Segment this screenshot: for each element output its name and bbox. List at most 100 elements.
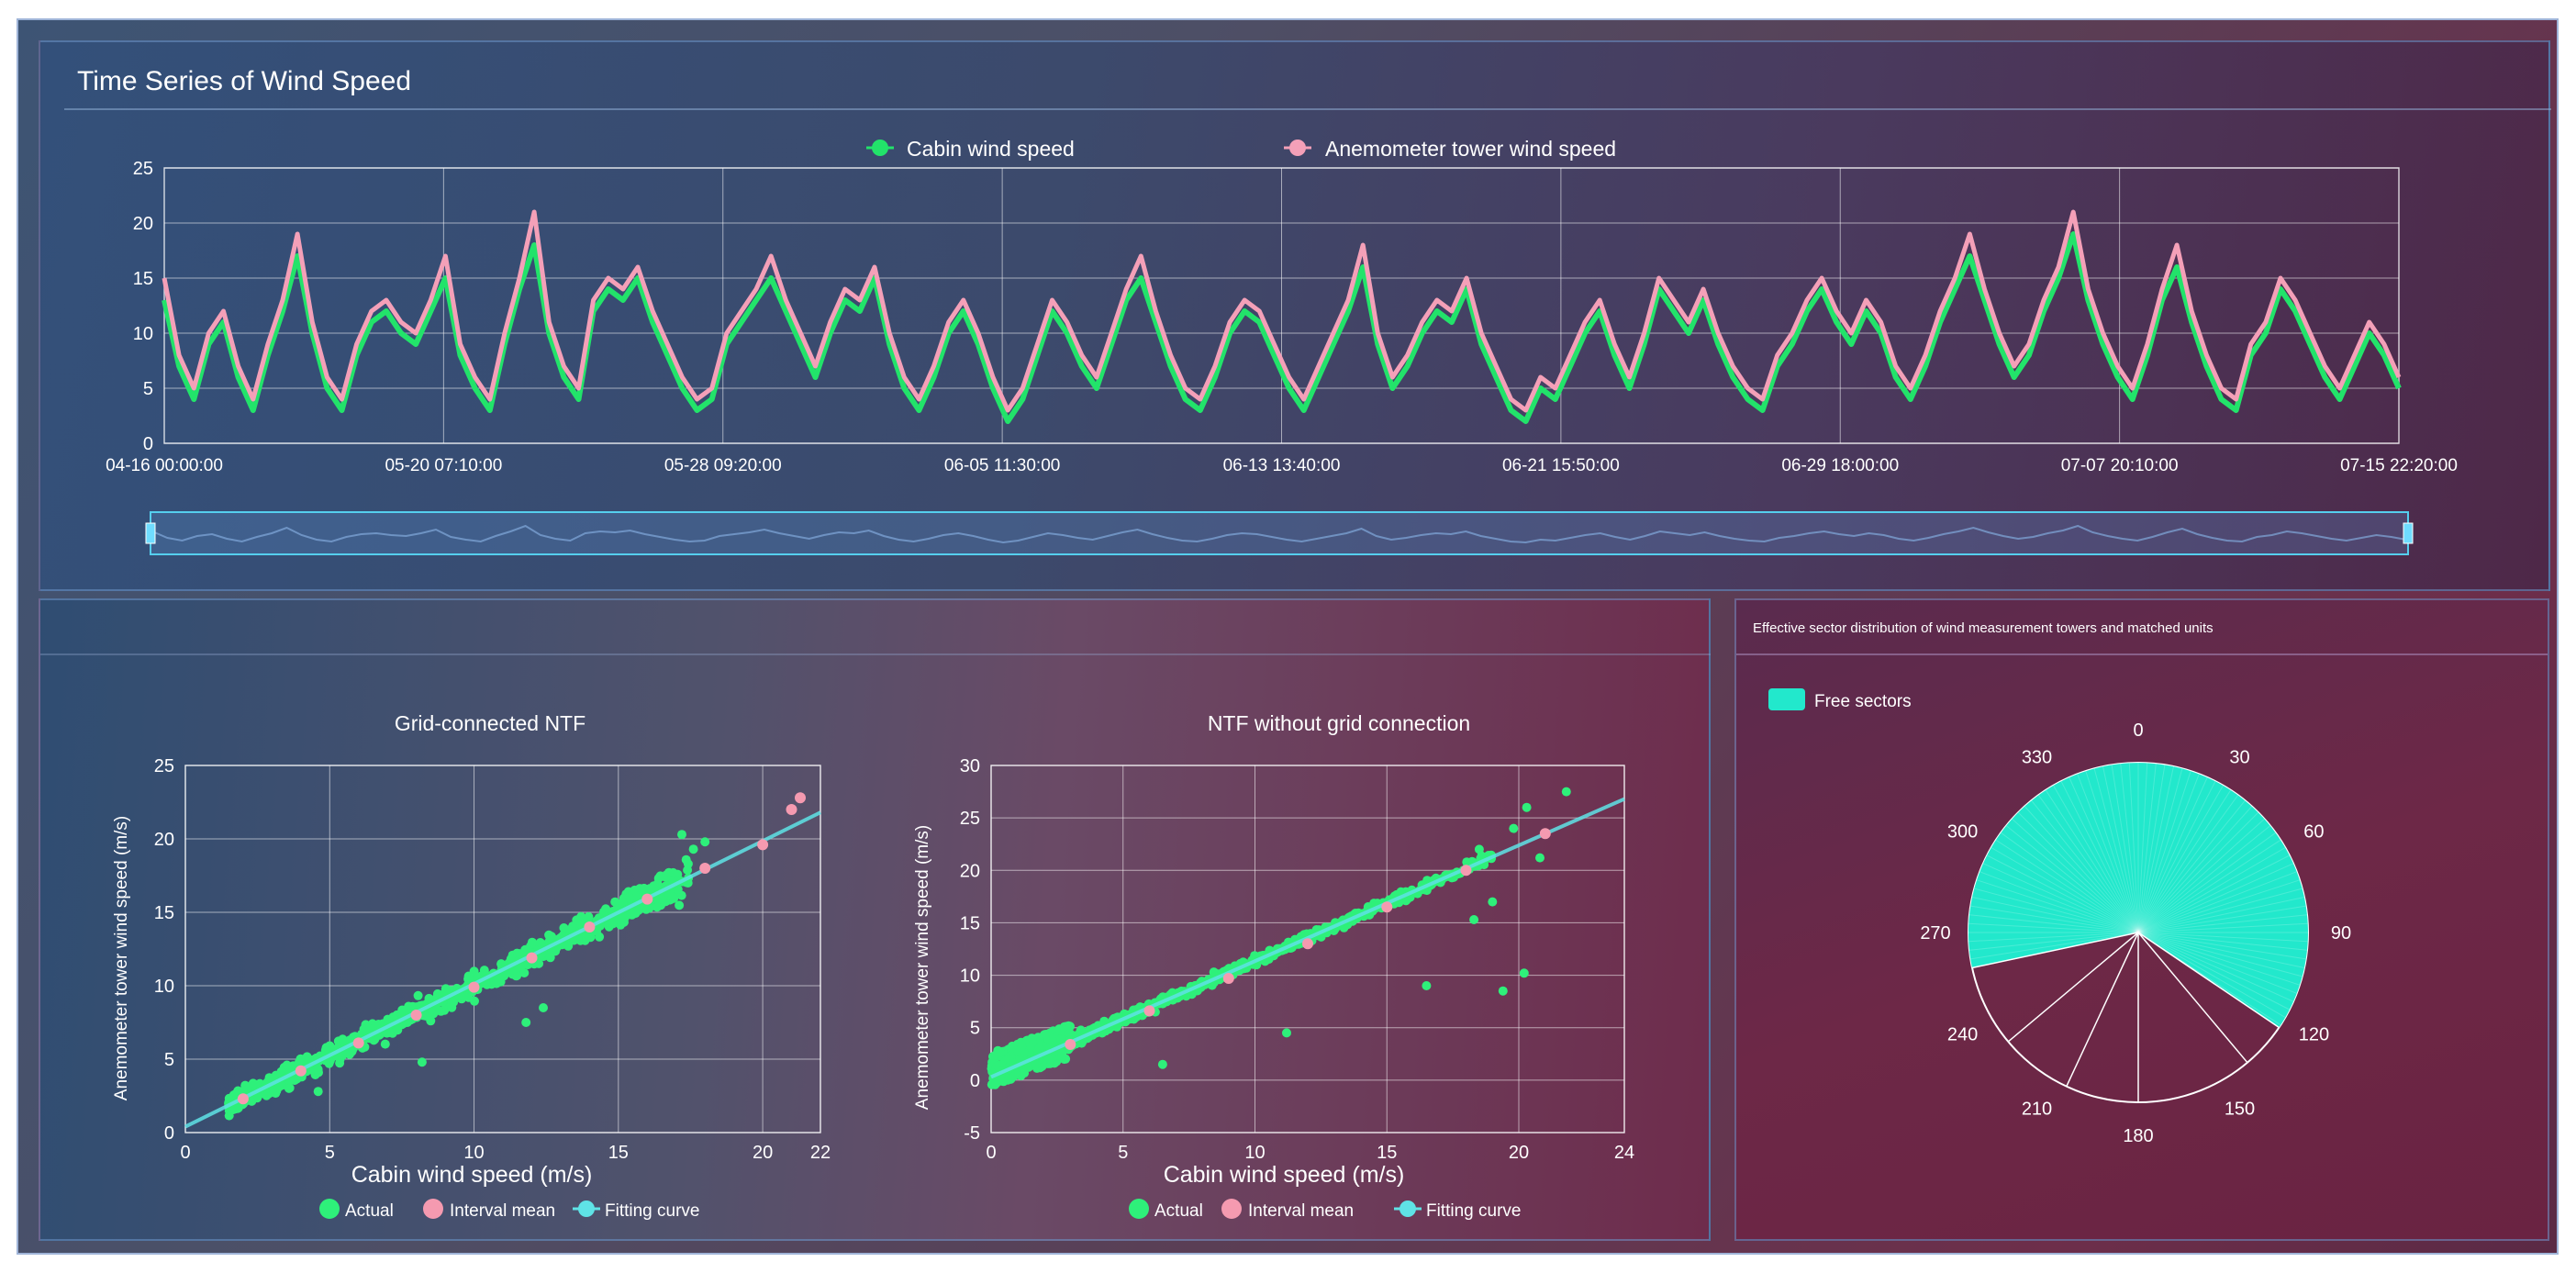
interval-mean-point — [795, 792, 806, 804]
polar-legend[interactable]: Free sectors — [1768, 688, 1912, 711]
legend-label-interval-mean[interactable]: Interval mean — [450, 1201, 555, 1221]
legend-label-fitting-curve[interactable]: Fitting curve — [1426, 1201, 1521, 1221]
polar-angle-label: 300 — [1947, 822, 1978, 843]
interval-mean-point — [1143, 1005, 1155, 1017]
actual-point — [644, 903, 654, 913]
actual-point — [625, 893, 635, 903]
ts-y-tick-label: 15 — [133, 269, 153, 289]
sector-wedge-line — [2137, 818, 2265, 933]
actual-point — [294, 1057, 304, 1067]
sector-wedge-line — [2077, 774, 2139, 933]
x-tick-label: 22 — [810, 1143, 831, 1163]
polar-spoke — [2137, 932, 2248, 1064]
x-tick-label: 5 — [1118, 1143, 1128, 1163]
actual-point — [683, 865, 693, 875]
polar-spoke — [2137, 932, 2280, 1029]
legend-label-free-sectors[interactable]: Free sectors — [1814, 692, 1912, 711]
y-tick-label: 5 — [970, 1019, 980, 1039]
actual-point — [1522, 802, 1532, 812]
legend-label-actual[interactable]: Actual — [345, 1201, 394, 1221]
ts-legend[interactable]: Cabin wind speed Anemometer tower wind s… — [866, 137, 1616, 161]
legend-marker-tower — [1289, 140, 1306, 156]
x-tick-label: 5 — [325, 1143, 335, 1163]
left-legend[interactable]: Actual Interval mean Fitting curve — [319, 1199, 699, 1221]
sector-wedge-line — [2137, 879, 2301, 933]
interval-mean-point — [1539, 828, 1551, 840]
interval-mean-point — [786, 804, 797, 815]
actual-point — [677, 830, 686, 840]
x-tick-label: 20 — [1509, 1143, 1529, 1163]
interval-mean-point — [526, 952, 538, 964]
actual-point — [619, 912, 630, 922]
actual-point — [539, 1003, 548, 1012]
legend-marker-actual — [319, 1199, 340, 1219]
polar-angle-label: 330 — [2022, 748, 2052, 768]
polar-angle-label: 90 — [2331, 923, 2351, 944]
polar-angle-label: 0 — [2133, 720, 2143, 741]
sector-wedge-line — [2137, 765, 2166, 933]
slider-track[interactable] — [150, 511, 2409, 555]
x-tick-label: 15 — [1377, 1143, 1397, 1163]
sector-wedge-line — [1986, 854, 2139, 933]
legend-label-tower[interactable]: Anemometer tower wind speed — [1325, 137, 1616, 161]
fitting-curve — [184, 810, 821, 1129]
x-tick-label: 0 — [180, 1143, 190, 1163]
y-tick-label: 25 — [960, 809, 980, 829]
interval-mean-point — [1065, 1039, 1076, 1050]
sector-wedge-line — [2137, 795, 2239, 933]
actual-point — [675, 900, 685, 910]
left-x-label: Cabin wind speed (m/s) — [351, 1162, 593, 1188]
actual-point — [1027, 1033, 1037, 1044]
sector-wedge-line — [2137, 932, 2286, 1018]
actual-point — [1020, 1068, 1030, 1078]
actual-point — [459, 990, 469, 1000]
actual-point — [496, 959, 507, 969]
polar-plot: 0 30 60 90 120 150 180 210 240 270 300 330 — [1920, 720, 2351, 1146]
ts-y-tick-label: 5 — [143, 379, 153, 399]
actual-point — [1034, 1044, 1044, 1054]
legend-label-actual[interactable]: Actual — [1154, 1201, 1203, 1221]
slider-left-handle[interactable] — [145, 522, 156, 544]
legend-label-interval-mean[interactable]: Interval mean — [1248, 1201, 1354, 1221]
y-tick-label: 0 — [164, 1123, 174, 1144]
actual-point — [572, 915, 582, 925]
legend-marker-interval-mean — [423, 1199, 443, 1219]
actual-point — [276, 1081, 285, 1091]
left-chart-title: Grid-connected NTF — [395, 711, 585, 735]
ts-y-tick-label: 20 — [133, 214, 153, 234]
actual-point — [1519, 968, 1529, 978]
actual-point — [479, 966, 489, 976]
x-tick-label: 10 — [1244, 1143, 1265, 1163]
y-tick-label: -5 — [964, 1123, 980, 1144]
sector-wedge-line — [2137, 932, 2303, 977]
ts-y-tick-label: 25 — [133, 159, 153, 179]
actual-point — [338, 1034, 348, 1044]
sector-wedge-line — [2120, 763, 2139, 933]
polar-angle-label: 270 — [1920, 923, 1950, 944]
polar-spoke — [1971, 932, 2139, 969]
polar-angle-label: 210 — [2022, 1099, 2052, 1119]
legend-label-cabin[interactable]: Cabin wind speed — [907, 137, 1075, 161]
slider-right-handle[interactable] — [2403, 522, 2414, 544]
sector-wedge-line — [2137, 789, 2232, 933]
ts-x-tick-label: 06-29 18:00:00 — [1781, 456, 1899, 475]
sector-wedge-line — [2005, 825, 2139, 933]
title-divider — [64, 108, 2551, 110]
sector-wedge-line — [2137, 839, 2281, 933]
actual-point — [449, 997, 459, 1007]
polar-angle-label: 240 — [1947, 1025, 1978, 1045]
ts-series-line — [162, 209, 2402, 413]
right-legend[interactable]: Actual Interval mean Fitting curve — [1129, 1199, 1521, 1221]
x-tick-label: 10 — [463, 1143, 484, 1163]
ts-zoom-slider[interactable] — [145, 511, 2414, 555]
right-y-label: Anemometer tower wind speed (m/s) — [913, 825, 932, 1110]
actual-point — [1157, 1059, 1167, 1069]
y-tick-label: 10 — [960, 966, 980, 987]
sector-wedge-line — [1991, 847, 2139, 933]
actual-point — [1008, 1043, 1017, 1053]
legend-label-fitting-curve[interactable]: Fitting curve — [605, 1201, 699, 1221]
actual-point — [627, 910, 637, 920]
polar-divider — [1736, 653, 2548, 655]
actual-point — [463, 974, 474, 984]
sector-wedge-line — [2053, 785, 2139, 933]
